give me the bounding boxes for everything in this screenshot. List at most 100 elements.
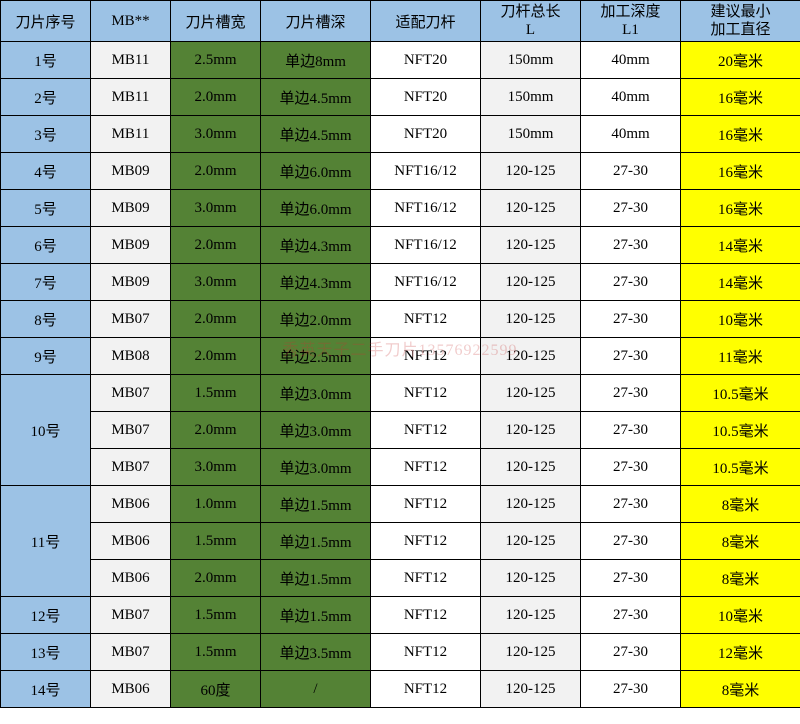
min-dia-cell: 10.5毫米 [681,449,800,486]
seq-cell: 2号 [1,79,91,116]
bar-cell: NFT12 [371,412,481,449]
mb-cell: MB11 [91,42,171,79]
bar-cell: NFT12 [371,486,481,523]
mb-cell: MB06 [91,560,171,597]
bar-cell: NFT12 [371,301,481,338]
min-dia-cell: 16毫米 [681,153,800,190]
seq-cell: 3号 [1,116,91,153]
table-row: 3号MB113.0mm单边4.5mmNFT20150mm40mm16毫米 [1,116,800,153]
slot-width-cell: 2.0mm [171,227,261,264]
slot-depth-cell: 单边1.5mm [261,486,371,523]
l1-cell: 27-30 [581,449,681,486]
table-row: 1号MB112.5mm单边8mmNFT20150mm40mm20毫米 [1,42,800,79]
bar-cell: NFT16/12 [371,190,481,227]
table-row: 5号MB093.0mm单边6.0mmNFT16/12120-12527-3016… [1,190,800,227]
slot-depth-cell: 单边1.5mm [261,560,371,597]
spec-table: 刀片序号MB**刀片槽宽刀片槽深适配刀杆刀杆总长L加工深度L1建议最小加工直径 … [0,0,800,708]
slot-width-cell: 1.0mm [171,486,261,523]
l1-cell: 27-30 [581,560,681,597]
mb-cell: MB09 [91,264,171,301]
l1-cell: 27-30 [581,523,681,560]
bar-cell: NFT12 [371,449,481,486]
table-row: 13号MB071.5mm单边3.5mmNFT12120-12527-3012毫米 [1,634,800,671]
slot-depth-cell: 单边1.5mm [261,597,371,634]
mb-cell: MB06 [91,486,171,523]
mb-cell: MB07 [91,375,171,412]
length-cell: 120-125 [481,671,581,708]
table-body: 1号MB112.5mm单边8mmNFT20150mm40mm20毫米2号MB11… [1,42,800,708]
l1-cell: 27-30 [581,153,681,190]
seq-cell: 6号 [1,227,91,264]
table-row: 8号MB072.0mm单边2.0mmNFT12120-12527-3010毫米 [1,301,800,338]
length-cell: 120-125 [481,486,581,523]
seq-cell: 9号 [1,338,91,375]
header-cell: 刀片序号 [1,1,91,42]
min-dia-cell: 11毫米 [681,338,800,375]
slot-depth-cell: / [261,671,371,708]
min-dia-cell: 14毫米 [681,227,800,264]
mb-cell: MB07 [91,412,171,449]
slot-depth-cell: 单边4.5mm [261,116,371,153]
l1-cell: 27-30 [581,264,681,301]
slot-depth-cell: 单边4.3mm [261,264,371,301]
length-cell: 120-125 [481,560,581,597]
header-row: 刀片序号MB**刀片槽宽刀片槽深适配刀杆刀杆总长L加工深度L1建议最小加工直径 [1,1,800,42]
bar-cell: NFT20 [371,42,481,79]
bar-cell: NFT12 [371,375,481,412]
table-row: 2号MB112.0mm单边4.5mmNFT20150mm40mm16毫米 [1,79,800,116]
bar-cell: NFT12 [371,560,481,597]
bar-cell: NFT20 [371,116,481,153]
bar-cell: NFT20 [371,79,481,116]
l1-cell: 27-30 [581,486,681,523]
table-row: 10号MB071.5mm单边3.0mmNFT12120-12527-3010.5… [1,375,800,412]
table-row: 7号MB093.0mm单边4.3mmNFT16/12120-12527-3014… [1,264,800,301]
seq-cell: 5号 [1,190,91,227]
length-cell: 120-125 [481,338,581,375]
mb-cell: MB07 [91,597,171,634]
min-dia-cell: 14毫米 [681,264,800,301]
length-cell: 120-125 [481,153,581,190]
l1-cell: 27-30 [581,412,681,449]
slot-width-cell: 2.0mm [171,79,261,116]
header-cell: MB** [91,1,171,42]
min-dia-cell: 8毫米 [681,671,800,708]
seq-cell: 12号 [1,597,91,634]
slot-width-cell: 1.5mm [171,523,261,560]
table-row: 12号MB071.5mm单边1.5mmNFT12120-12527-3010毫米 [1,597,800,634]
l1-cell: 27-30 [581,190,681,227]
bar-cell: NFT12 [371,634,481,671]
mb-cell: MB09 [91,190,171,227]
seq-cell: 14号 [1,671,91,708]
slot-depth-cell: 单边3.0mm [261,412,371,449]
header-cell: 刀片槽宽 [171,1,261,42]
mb-cell: MB08 [91,338,171,375]
spec-table-container: 刀片序号MB**刀片槽宽刀片槽深适配刀杆刀杆总长L加工深度L1建议最小加工直径 … [0,0,800,708]
slot-width-cell: 2.0mm [171,412,261,449]
min-dia-cell: 16毫米 [681,116,800,153]
mb-cell: MB09 [91,227,171,264]
mb-cell: MB07 [91,301,171,338]
min-dia-cell: 10.5毫米 [681,375,800,412]
length-cell: 150mm [481,79,581,116]
min-dia-cell: 8毫米 [681,486,800,523]
slot-width-cell: 1.5mm [171,634,261,671]
table-row: 11号MB061.0mm单边1.5mmNFT12120-12527-308毫米 [1,486,800,523]
seq-cell: 4号 [1,153,91,190]
length-cell: 120-125 [481,523,581,560]
mb-cell: MB09 [91,153,171,190]
header-cell: 建议最小加工直径 [681,1,800,42]
l1-cell: 27-30 [581,227,681,264]
table-row: MB061.5mm单边1.5mmNFT12120-12527-308毫米 [1,523,800,560]
mb-cell: MB06 [91,523,171,560]
l1-cell: 27-30 [581,634,681,671]
mb-cell: MB07 [91,634,171,671]
slot-width-cell: 2.0mm [171,560,261,597]
slot-width-cell: 3.0mm [171,264,261,301]
table-row: 4号MB092.0mm单边6.0mmNFT16/12120-12527-3016… [1,153,800,190]
l1-cell: 40mm [581,116,681,153]
min-dia-cell: 12毫米 [681,634,800,671]
table-row: MB062.0mm单边1.5mmNFT12120-12527-308毫米 [1,560,800,597]
mb-cell: MB11 [91,116,171,153]
min-dia-cell: 10毫米 [681,597,800,634]
slot-depth-cell: 单边4.3mm [261,227,371,264]
